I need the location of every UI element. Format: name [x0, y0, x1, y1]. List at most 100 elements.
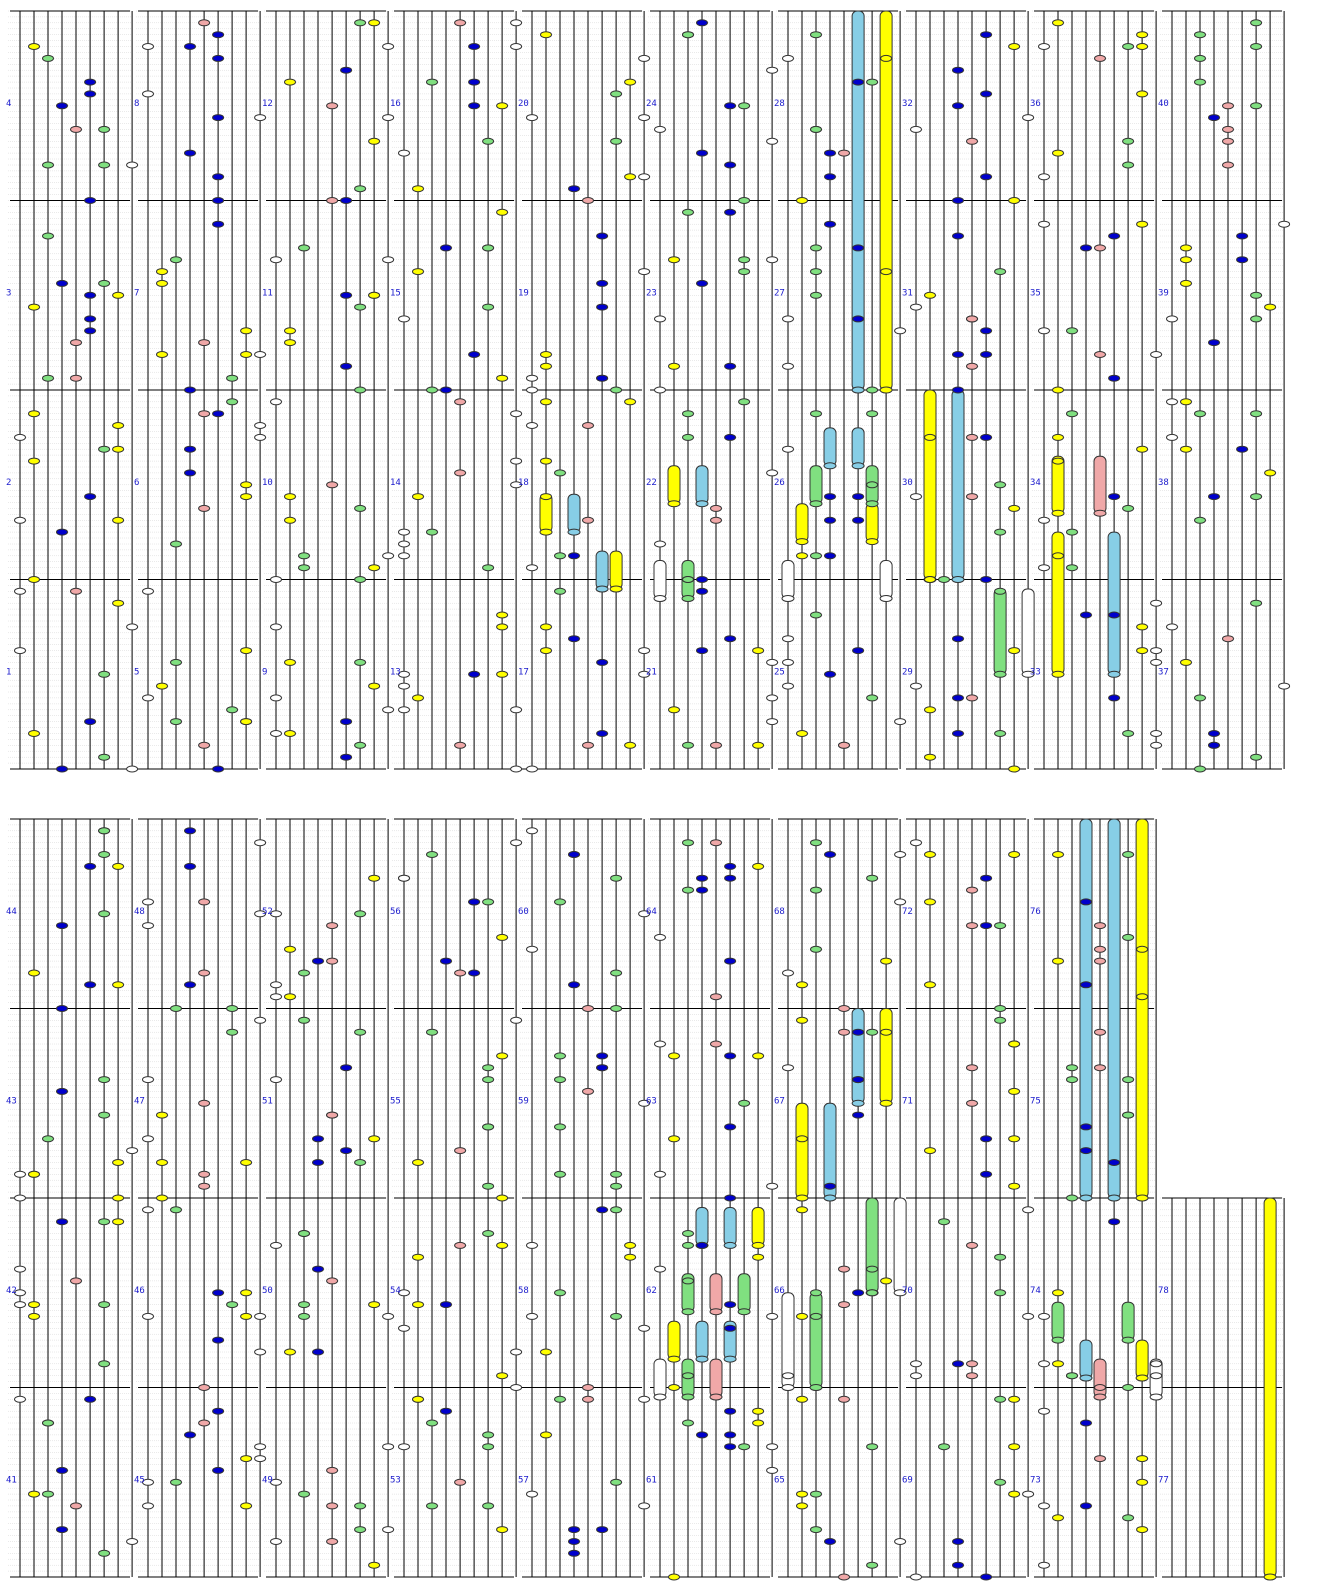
- tap-note: [682, 1241, 694, 1249]
- tap-note: [70, 587, 82, 595]
- tap-note: [696, 1431, 708, 1439]
- tap-note: [910, 303, 922, 311]
- tap-note: [312, 1348, 324, 1356]
- tap-note: [1080, 1419, 1092, 1427]
- tap-note: [312, 1265, 324, 1273]
- tap-note: [796, 1206, 808, 1214]
- measure-number: 14: [390, 478, 401, 488]
- tap-note: [510, 1348, 523, 1356]
- tap-note: [28, 1312, 40, 1320]
- tap-note: [284, 658, 296, 666]
- tap-note: [1108, 1218, 1121, 1226]
- hold-note-head: [809, 500, 823, 508]
- tap-note: [596, 1526, 609, 1534]
- tap-note: [852, 1111, 865, 1119]
- hold-note: [609, 550, 623, 590]
- tap-note: [682, 410, 694, 418]
- tap-note: [1250, 493, 1263, 501]
- tap-note: [824, 493, 836, 501]
- tap-note: [1122, 1111, 1135, 1119]
- tap-note: [624, 1241, 637, 1249]
- hold-note-head: [879, 386, 893, 394]
- tap-note: [398, 682, 410, 690]
- tap-note: [298, 1230, 310, 1237]
- tap-note: [866, 410, 879, 418]
- tap-note: [1080, 1123, 1092, 1131]
- tap-note: [924, 291, 936, 299]
- tap-note: [398, 1289, 410, 1297]
- tap-note: [440, 386, 452, 394]
- tap-note: [696, 1241, 708, 1249]
- hold-note: [879, 10, 893, 391]
- tap-note: [240, 481, 253, 489]
- tap-note: [1222, 137, 1234, 145]
- tap-note: [1108, 1159, 1121, 1166]
- tap-note: [142, 90, 154, 98]
- tap-note: [696, 587, 708, 595]
- tap-note: [454, 1147, 467, 1155]
- hold-note: [993, 588, 1007, 675]
- tap-note: [1150, 730, 1163, 737]
- tap-note: [212, 31, 225, 39]
- tap-note: [1122, 504, 1135, 512]
- hold-note-head: [1135, 1374, 1149, 1382]
- tap-note: [1008, 851, 1021, 858]
- measure-number: 77: [1158, 1475, 1169, 1485]
- tap-note: [782, 362, 794, 370]
- measure-number: 56: [390, 907, 401, 917]
- tap-note: [496, 374, 509, 382]
- tap-note: [270, 730, 282, 737]
- tap-note: [1008, 1135, 1021, 1143]
- measure-number: 55: [390, 1096, 401, 1106]
- tap-note: [810, 125, 822, 133]
- tap-note: [510, 457, 523, 465]
- tap-note: [1022, 1490, 1035, 1498]
- tap-note: [952, 1360, 964, 1368]
- tap-note: [198, 1170, 211, 1178]
- tap-note: [496, 611, 509, 619]
- hold-note: [695, 1207, 709, 1246]
- hold-note: [795, 503, 809, 543]
- tap-note: [482, 1443, 495, 1451]
- measure-number: 27: [774, 288, 785, 298]
- tap-note: [1122, 730, 1135, 737]
- measure-panel: [904, 10, 1029, 770]
- tap-note: [184, 1431, 196, 1439]
- tap-note: [184, 862, 196, 870]
- tap-note: [952, 66, 964, 74]
- tap-note: [966, 1099, 978, 1107]
- tap-note: [28, 730, 40, 737]
- tap-note: [766, 718, 779, 726]
- tap-note: [354, 658, 367, 666]
- tap-note: [1250, 599, 1263, 607]
- measure-panel: [520, 818, 645, 1578]
- tap-note: [482, 1230, 495, 1237]
- measure-number: 39: [1158, 288, 1169, 298]
- tap-note: [638, 268, 651, 276]
- tap-note: [270, 694, 282, 702]
- tap-note: [98, 670, 111, 678]
- hold-note-head: [795, 538, 809, 546]
- tap-note: [824, 670, 836, 678]
- tap-note: [240, 351, 253, 358]
- hold-note-head: [539, 528, 553, 536]
- tap-note: [382, 114, 395, 122]
- hold-note: [1051, 1301, 1065, 1341]
- tap-note: [526, 1312, 538, 1320]
- tap-note: [724, 1431, 737, 1439]
- tap-note: [866, 1443, 879, 1451]
- hold-note: [567, 493, 581, 533]
- tap-note: [1080, 244, 1092, 252]
- tap-note: [1194, 31, 1206, 39]
- tap-note: [1008, 1087, 1021, 1095]
- tap-note: [710, 1040, 722, 1048]
- hold-note: [1079, 1339, 1093, 1379]
- tap-note: [212, 173, 225, 181]
- tap-note: [852, 1028, 865, 1036]
- tap-note: [170, 1478, 182, 1486]
- hold-note-head: [1135, 1194, 1149, 1202]
- tap-note: [696, 874, 708, 882]
- tap-note: [1008, 1443, 1021, 1451]
- tap-note: [952, 386, 964, 394]
- tap-note: [668, 1052, 680, 1060]
